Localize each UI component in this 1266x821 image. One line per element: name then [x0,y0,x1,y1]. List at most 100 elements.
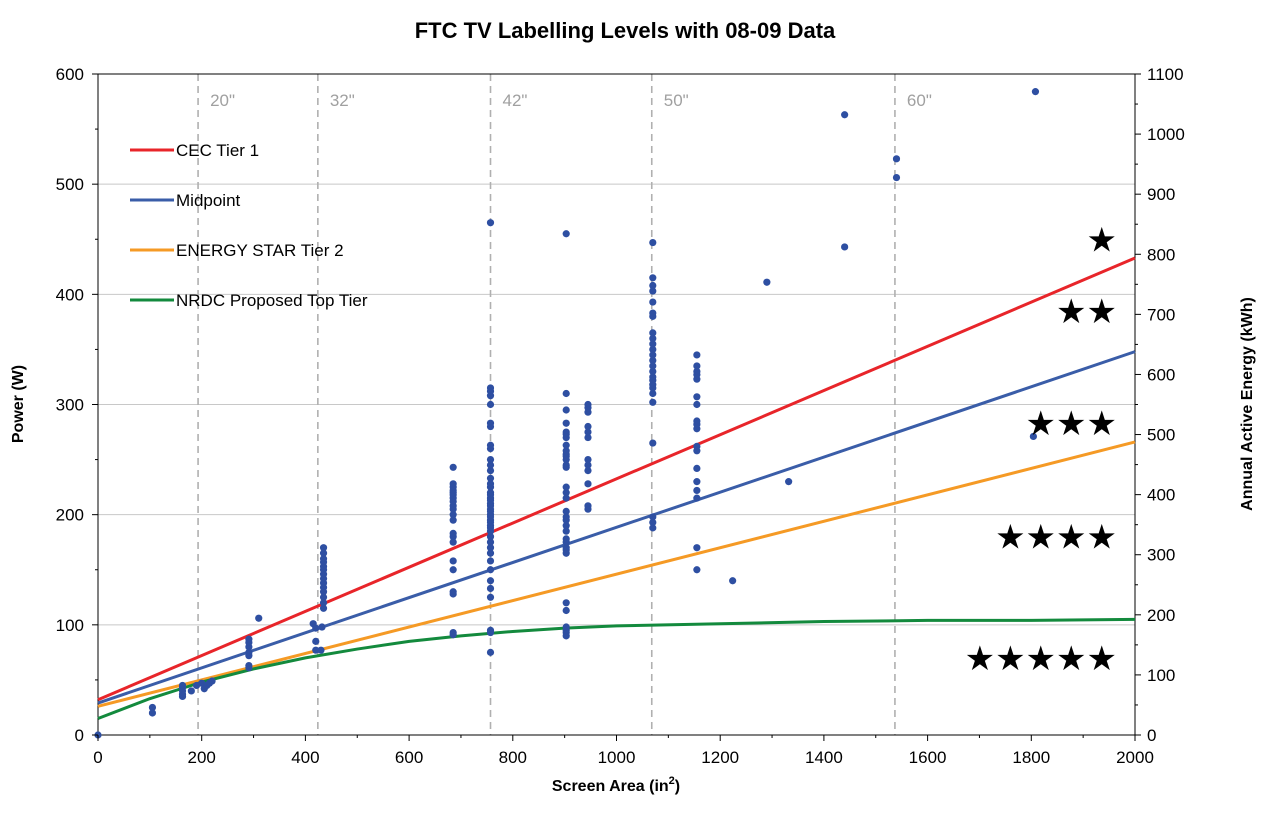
y2-tick-label: 900 [1147,185,1175,204]
data-point [562,461,570,469]
y2-tick-label: 0 [1147,726,1156,745]
data-point [1029,432,1037,441]
data-point [785,478,793,486]
data-point [562,535,570,543]
x-axis-title-superscript: 2 [669,775,675,787]
data-point [562,230,570,238]
data-point [562,406,570,414]
data-point [649,238,657,247]
screen-size-label: 20" [210,91,235,110]
data-point [312,624,320,632]
x-tick-label: 2000 [1116,748,1154,767]
data-point [693,417,701,425]
data-point [486,384,495,392]
data-point [584,428,592,436]
data-point [562,544,570,552]
data-point [1031,88,1040,96]
y2-axis-ticks: 0 100 200 300 400 500 600 700 800 900 1000 1100 [1135,65,1185,745]
data-point [584,422,592,431]
data-point [486,455,495,464]
data-point [693,544,701,552]
data-point [562,623,570,631]
data-point [449,588,457,596]
data-point [208,677,216,685]
star-labels: ★★★★★★★★★★★★★★★ [965,220,1117,679]
legend-label: NRDC Proposed Top Tier [176,291,368,310]
data-point [449,480,457,488]
data-point [486,533,495,541]
data-point [649,340,657,348]
y2-axis-title: Annual Active Energy (kWh) [1239,297,1256,511]
data-point [486,419,495,427]
data-point [649,287,657,295]
data-point [486,400,495,409]
data-point [449,529,457,537]
data-point [841,111,849,119]
data-point [486,584,495,593]
data-point [486,467,495,475]
data-point [649,309,657,317]
data-point [187,687,195,695]
data-point [763,278,771,286]
data-point [562,447,570,455]
star-rating-label: ★★★★ [995,518,1117,558]
chart-title: FTC TV Labelling Levels with 08-09 Data [415,18,836,43]
data-point [255,614,263,622]
legend: CEC Tier 1 Midpoint ENERGY STAR Tier 2 NRDC… [130,141,368,310]
data-point [693,494,701,502]
data-point [449,566,457,574]
series-lines [97,256,1136,720]
data-point [562,527,570,535]
data-point [562,522,570,530]
data-point [584,400,592,409]
screen-size-label: 50" [664,91,689,110]
x-tick-label: 400 [291,748,319,767]
y-tick-label: 600 [56,65,84,84]
data-point [319,555,328,563]
data-point [562,507,570,515]
data-point [486,219,495,227]
data-point [649,373,657,381]
data-point [562,513,570,521]
legend-label: ENERGY STAR Tier 2 [176,241,344,260]
y2-tick-label: 200 [1147,606,1175,625]
data-point [693,464,701,472]
data-point [148,709,157,717]
data-point [584,455,592,464]
data-point [245,635,253,643]
data-point [649,351,657,359]
data-point [486,538,495,546]
data-point [562,606,570,615]
data-point [841,243,849,251]
data-point [562,599,570,607]
data-point [729,577,737,585]
data-point [562,419,570,427]
data-point [486,549,495,557]
data-point [245,648,253,656]
screen-size-label: 60" [907,91,932,110]
data-point [649,281,657,290]
data-point [693,442,701,450]
data-point [649,334,657,342]
data-point [449,516,457,524]
y2-tick-label: 600 [1147,365,1175,384]
data-point [649,524,657,532]
data-point [584,433,592,442]
data-point [693,486,701,495]
data-point [649,362,657,370]
data-point [649,329,657,337]
data-point [486,593,495,601]
series-line [97,350,1136,705]
y-axis-title: Power (W) [10,365,27,443]
y2-tick-label: 700 [1147,305,1175,324]
data-point [649,345,657,354]
data-point [649,513,657,521]
x-tick-label: 600 [395,748,423,767]
data-point [584,467,592,475]
y2-tick-label: 400 [1147,486,1175,505]
data-point [562,428,570,436]
data-point [319,544,328,552]
data-point [486,557,495,565]
data-point [649,398,657,406]
